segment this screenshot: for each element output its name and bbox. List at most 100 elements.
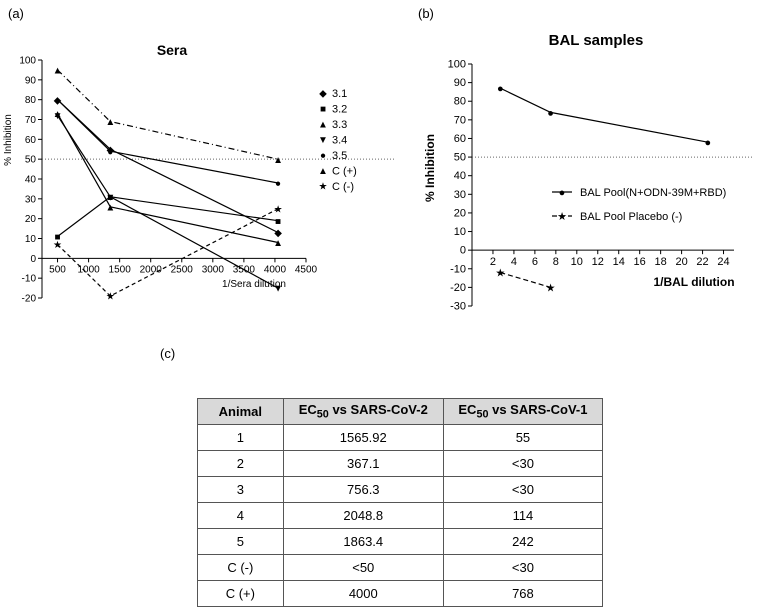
data-point: ● bbox=[275, 179, 281, 190]
header-text: EC bbox=[458, 402, 477, 418]
data-point: ▼ bbox=[105, 192, 115, 203]
panel-label-a: (a) bbox=[8, 6, 24, 21]
table-row: 3 756.3 <30 bbox=[197, 476, 604, 503]
legend-marker: ★ bbox=[557, 211, 567, 223]
y-tick-label: 50 bbox=[454, 152, 466, 164]
series-line-1 bbox=[500, 87, 708, 143]
sera-chart: Sera % Inhibition 1/Sera dilution -20 -10 0 10… bbox=[3, 42, 395, 305]
legend-marker: ★ bbox=[319, 182, 328, 193]
table-header-row: Animal EC50 vs SARS-CoV-2 EC50 vs SARS-C… bbox=[197, 398, 604, 425]
header-ec50-cov1: EC50 vs SARS-CoV-1 bbox=[442, 398, 604, 425]
legend-marker: ▼ bbox=[318, 135, 328, 146]
legend-marker: ▲ bbox=[318, 120, 328, 131]
table-row: 4 2048.8 114 bbox=[197, 502, 604, 529]
y-tick-label: 10 bbox=[25, 234, 37, 245]
data-point: ★ bbox=[53, 240, 62, 251]
y-tick-label: 100 bbox=[448, 59, 466, 71]
y-tick-label: 70 bbox=[454, 114, 466, 126]
y-tick-label: 60 bbox=[454, 133, 466, 145]
header-text: vs SARS-CoV-1 bbox=[488, 402, 588, 418]
header-ec50-cov2: EC50 vs SARS-CoV-2 bbox=[282, 398, 444, 425]
legend-marker: ■ bbox=[320, 104, 326, 115]
y-tick-label: 100 bbox=[19, 56, 36, 67]
table-row: 5 1863.4 242 bbox=[197, 528, 604, 555]
header-text: EC bbox=[298, 402, 317, 418]
y-tick-label: 90 bbox=[25, 75, 37, 86]
chart-title: Sera bbox=[157, 42, 188, 58]
series-line-6 bbox=[57, 69, 279, 160]
table-row: C (+) 4000 768 bbox=[197, 580, 604, 607]
y-tick-label: 60 bbox=[25, 135, 37, 146]
panel-label-c: (c) bbox=[160, 346, 176, 361]
data-point: ▲ bbox=[105, 117, 115, 128]
legend-label: 3.5 bbox=[332, 150, 347, 162]
table-row: 2 367.1 <30 bbox=[197, 450, 604, 477]
legend-label: 3.4 bbox=[332, 135, 347, 147]
table-cell: 1863.4 bbox=[282, 528, 444, 555]
table-cell: 5 bbox=[197, 528, 284, 555]
table-cell: 1 bbox=[197, 424, 284, 451]
x-tick-label: 18 bbox=[655, 256, 667, 268]
table-cell: 768 bbox=[442, 580, 604, 607]
table-cell: <50 bbox=[282, 554, 444, 581]
table-cell: 3 bbox=[197, 476, 284, 503]
table-cell: C (-) bbox=[197, 554, 284, 581]
y-tick-label: 30 bbox=[25, 194, 37, 205]
x-tick-label: 2500 bbox=[171, 264, 194, 275]
table-cell: <30 bbox=[442, 476, 604, 503]
y-tick-label: 50 bbox=[25, 155, 37, 166]
table-row: C (-) <50 <30 bbox=[197, 554, 604, 581]
y-tick-label: -20 bbox=[22, 294, 37, 305]
y-tick-label: 80 bbox=[454, 96, 466, 108]
table-cell: 242 bbox=[442, 528, 604, 555]
table-row: 1 1565.92 55 bbox=[197, 424, 604, 451]
y-tick-label: -30 bbox=[450, 301, 466, 313]
data-point: ▼ bbox=[273, 284, 283, 295]
y-tick-label: 80 bbox=[25, 95, 37, 106]
series-line-2 bbox=[500, 271, 551, 288]
y-tick-label: 70 bbox=[25, 115, 37, 126]
data-point: ▲ bbox=[273, 155, 283, 166]
data-point: ◆ bbox=[54, 95, 62, 106]
table-cell: 2048.8 bbox=[282, 502, 444, 529]
legend-label: BAL Pool(N+ODN-39M+RBD) bbox=[580, 187, 726, 199]
y-tick-label: 30 bbox=[454, 189, 466, 201]
y-tick-label: -20 bbox=[450, 282, 466, 294]
x-tick-label: 4000 bbox=[264, 264, 287, 275]
bal-chart: BAL samples % Inhibition 1/BAL dilution -30… bbox=[423, 32, 752, 313]
y-tick-label: 0 bbox=[460, 245, 466, 257]
table-cell: 4 bbox=[197, 502, 284, 529]
series-line-7 bbox=[57, 208, 279, 297]
series-line-4 bbox=[56, 115, 279, 289]
y-axis-label: % Inhibition bbox=[423, 134, 437, 202]
x-axis-label: 1/BAL dilution bbox=[653, 275, 734, 289]
x-tick-label: 4500 bbox=[295, 264, 318, 275]
legend-marker: ● bbox=[559, 187, 566, 199]
data-point: ▲ bbox=[273, 238, 283, 249]
y-tick-label: 40 bbox=[454, 170, 466, 182]
legend-label: C (+) bbox=[332, 166, 357, 178]
data-point: ● bbox=[55, 95, 61, 106]
data-point: ◆ bbox=[274, 228, 282, 239]
legend-label: 3.2 bbox=[332, 104, 347, 116]
y-tick-label: 20 bbox=[25, 214, 37, 225]
data-point: ● bbox=[497, 83, 504, 95]
table-cell: 1565.92 bbox=[282, 424, 444, 451]
series-line-5 bbox=[57, 99, 279, 184]
panel-label-b: (b) bbox=[418, 6, 434, 21]
table-cell: 756.3 bbox=[282, 476, 444, 503]
y-axis-label: % Inhibition bbox=[3, 114, 14, 166]
data-point: ■ bbox=[107, 192, 113, 203]
y-tick-label: 0 bbox=[30, 254, 36, 265]
legend-label: C (-) bbox=[332, 181, 354, 193]
header-subscript: 50 bbox=[476, 408, 489, 421]
x-tick-label: 500 bbox=[49, 264, 66, 275]
y-tick-label: 10 bbox=[454, 226, 466, 238]
data-point: ★ bbox=[495, 267, 505, 279]
y-tick-label: -10 bbox=[450, 263, 466, 275]
data-point: ▲ bbox=[105, 202, 115, 213]
x-tick-label: 16 bbox=[634, 256, 646, 268]
table-cell: C (+) bbox=[197, 580, 284, 607]
table-cell: 55 bbox=[442, 424, 604, 451]
data-point: ▲ bbox=[53, 109, 63, 120]
